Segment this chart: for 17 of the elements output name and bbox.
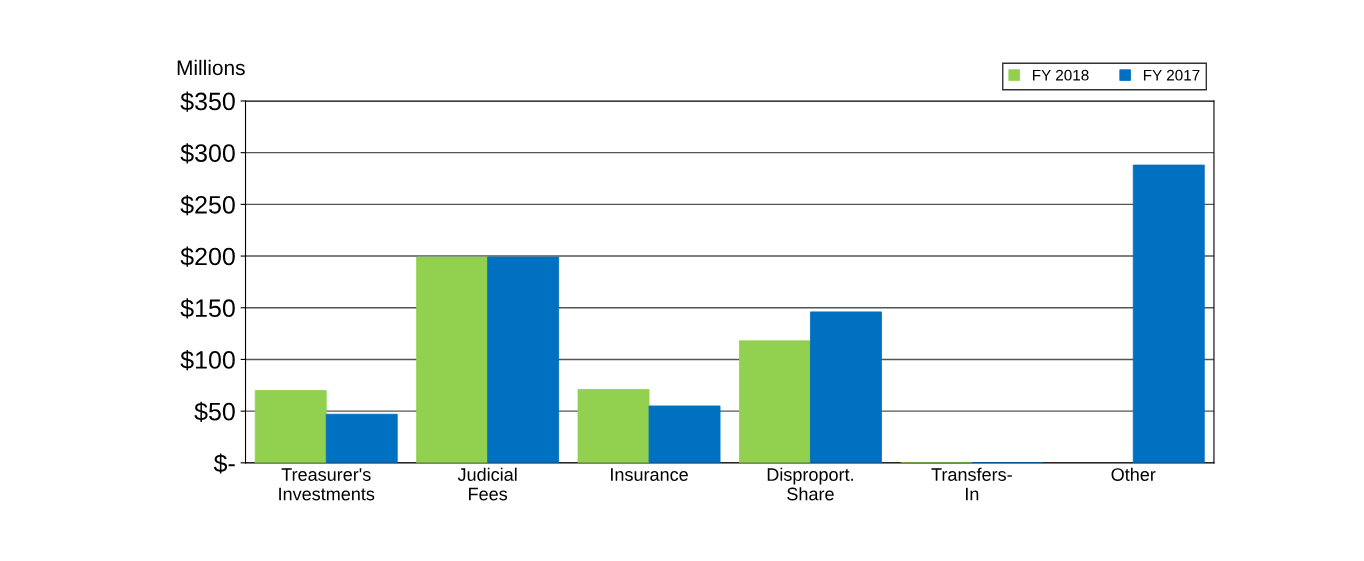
legend-label: FY 2018 bbox=[1033, 69, 1089, 81]
y-tick-label: $150 bbox=[180, 298, 235, 319]
y-tick-label: $200 bbox=[180, 246, 235, 267]
legend-label: FY 2017 bbox=[1143, 69, 1200, 81]
x-tick-label: Treasurer's Investments bbox=[279, 468, 375, 501]
x-tick-label: Disproport. Share bbox=[767, 467, 853, 501]
x-tick-label: Judicial Fees bbox=[457, 467, 517, 501]
y-tick-label: $300 bbox=[180, 143, 235, 164]
x-tick-label: Transfers- In bbox=[931, 467, 1012, 501]
x-tick-label: Other bbox=[1111, 467, 1156, 481]
y-tick-label: $50 bbox=[194, 401, 235, 422]
y-tick-label: $350 bbox=[180, 91, 235, 112]
x-tick-label: Insurance bbox=[611, 468, 688, 481]
y-tick-label: $100 bbox=[180, 349, 235, 371]
y-tick-label: $- bbox=[213, 453, 235, 474]
y-axis-title: Millions bbox=[177, 59, 245, 76]
y-tick-label: $250 bbox=[180, 194, 235, 216]
